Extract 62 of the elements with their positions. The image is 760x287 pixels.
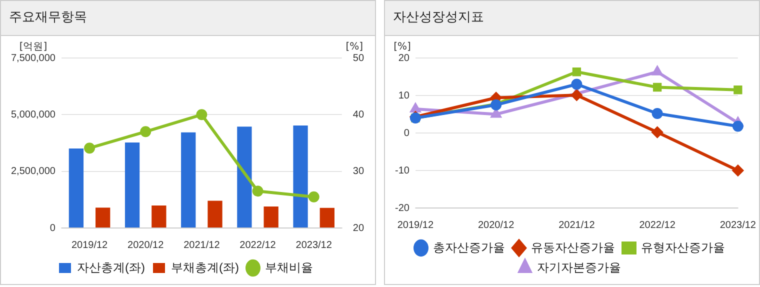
y-tick-label: 0 bbox=[404, 128, 410, 139]
y-tick-label: 0 bbox=[50, 222, 56, 234]
point bbox=[732, 120, 744, 132]
bar bbox=[96, 208, 110, 228]
point bbox=[572, 68, 582, 76]
legend-label: 총자산증가율 bbox=[433, 240, 505, 254]
x-tick-label: 2022/12 bbox=[639, 220, 676, 231]
x-tick-label: 2021/12 bbox=[558, 220, 596, 231]
x-tick-label: 2020/12 bbox=[128, 240, 164, 251]
point bbox=[571, 90, 582, 101]
bar bbox=[68, 148, 84, 228]
y-tick-label: 20 bbox=[398, 52, 410, 64]
y-tick-label: 7,500,000 bbox=[10, 52, 56, 64]
bar bbox=[237, 126, 252, 228]
point bbox=[732, 165, 744, 176]
x-tick-label: 2023/12 bbox=[720, 220, 756, 231]
chart-title: 자산성장성지표 bbox=[385, 1, 759, 36]
y-tick-label: -20 bbox=[395, 202, 410, 214]
bar bbox=[264, 206, 278, 228]
bar bbox=[320, 208, 334, 228]
y-tick-label: -10 bbox=[395, 165, 410, 176]
x-tick-label: 2020/12 bbox=[478, 220, 515, 231]
point bbox=[652, 82, 662, 92]
y2-tick-label: 50 bbox=[352, 52, 364, 64]
point bbox=[308, 191, 320, 202]
legend-label: 부채비율 bbox=[264, 260, 313, 274]
y2-axis-title: [%] bbox=[346, 42, 364, 53]
y2-tick-label: 40 bbox=[352, 109, 364, 120]
bar bbox=[208, 200, 222, 228]
legend-label: 유동자산증가율 bbox=[531, 240, 615, 254]
point bbox=[652, 108, 663, 119]
x-tick-label: 2019/12 bbox=[397, 220, 434, 231]
x-tick-label: 2019/12 bbox=[71, 240, 108, 251]
point bbox=[652, 126, 663, 138]
point bbox=[410, 104, 420, 112]
x-tick-label: 2022/12 bbox=[240, 240, 276, 251]
point bbox=[571, 78, 582, 90]
bar bbox=[124, 142, 140, 228]
y-axis-title: [억원] bbox=[19, 42, 48, 53]
point bbox=[84, 142, 96, 154]
x-tick-label: 2021/12 bbox=[184, 240, 220, 251]
y-tick-label: 5,000,000 bbox=[10, 109, 56, 120]
x-tick-label: 2023/12 bbox=[296, 240, 332, 251]
chart-title: 주요재무항목 bbox=[1, 1, 375, 36]
point bbox=[252, 186, 264, 197]
point bbox=[140, 126, 152, 138]
y-tick-label: 2,500,000 bbox=[10, 166, 56, 178]
legend-label: 유형자산증가율 bbox=[641, 240, 725, 254]
legend-label: 자기자본증가율 bbox=[537, 260, 621, 274]
point bbox=[652, 66, 662, 76]
point bbox=[734, 86, 742, 94]
legend-label: 부채총계(좌) bbox=[171, 260, 239, 274]
bar bbox=[181, 132, 196, 228]
y2-tick-label: 20 bbox=[352, 222, 364, 234]
bar bbox=[293, 126, 308, 228]
y2-tick-label: 30 bbox=[352, 166, 364, 178]
bar bbox=[152, 206, 166, 228]
legend-label: 자산총계(좌) bbox=[77, 260, 146, 274]
y-tick-label: 10 bbox=[398, 90, 410, 102]
y-axis-title: [%] bbox=[394, 42, 411, 53]
point bbox=[491, 108, 502, 118]
point bbox=[196, 109, 208, 120]
